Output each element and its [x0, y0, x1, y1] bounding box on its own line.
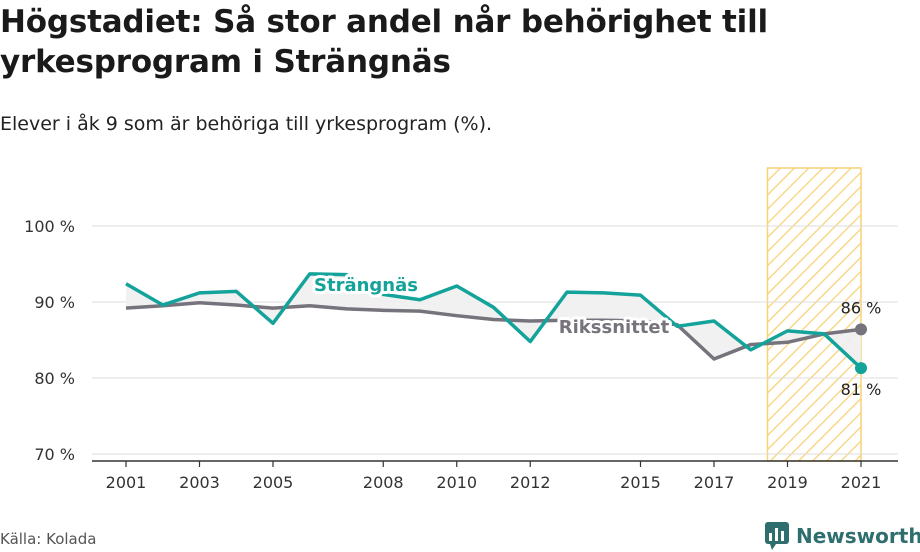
series-line-rikssnittet — [125, 301, 862, 361]
x-tick-label: 2005 — [253, 473, 294, 492]
difference-area — [126, 273, 861, 369]
chart-subtitle: Elever i åk 9 som är behöriga till yrkes… — [0, 113, 493, 135]
end-point-strangnas — [855, 362, 867, 375]
source-note: Källa: Kolada — [0, 530, 97, 548]
chart-title: Högstadiet: Så stor andel når behörighet… — [0, 4, 768, 80]
brand-logo: Newsworthy — [764, 520, 920, 552]
x-tick-label: 2021 — [841, 473, 882, 492]
x-tick-label: 2001 — [106, 473, 147, 492]
end-label-strangnas: 81 % — [841, 380, 882, 399]
y-tick-label: 100 % — [24, 217, 75, 236]
series-label-strangnas: Strängnäs — [314, 275, 418, 296]
end-label-rikssnittet: 86 % — [841, 298, 882, 317]
end-point-rikssnittet — [855, 323, 867, 336]
y-tick-label: 80 % — [34, 369, 75, 388]
series-label-rikssnittet: Rikssnittet — [559, 317, 670, 338]
series-line-strangnas — [125, 272, 863, 370]
series-label-rikssnittet-halo: Rikssnittet — [559, 317, 670, 338]
x-tick-label: 2019 — [767, 473, 808, 492]
y-tick-label: 90 % — [34, 293, 75, 312]
x-tick-label: 2008 — [363, 473, 404, 492]
x-tick-label: 2003 — [179, 473, 220, 492]
brand-name: Newsworthy — [796, 524, 920, 548]
x-tick-label: 2015 — [620, 473, 661, 492]
x-tick-label: 2017 — [694, 473, 735, 492]
highlight-band — [766, 167, 862, 462]
x-tick-label: 2012 — [510, 473, 551, 492]
y-tick-label: 70 % — [34, 445, 75, 464]
newsworthy-logo-icon — [765, 522, 789, 550]
series-label-strangnas-halo: Strängnäs — [314, 275, 418, 296]
x-tick-label: 2010 — [436, 473, 477, 492]
